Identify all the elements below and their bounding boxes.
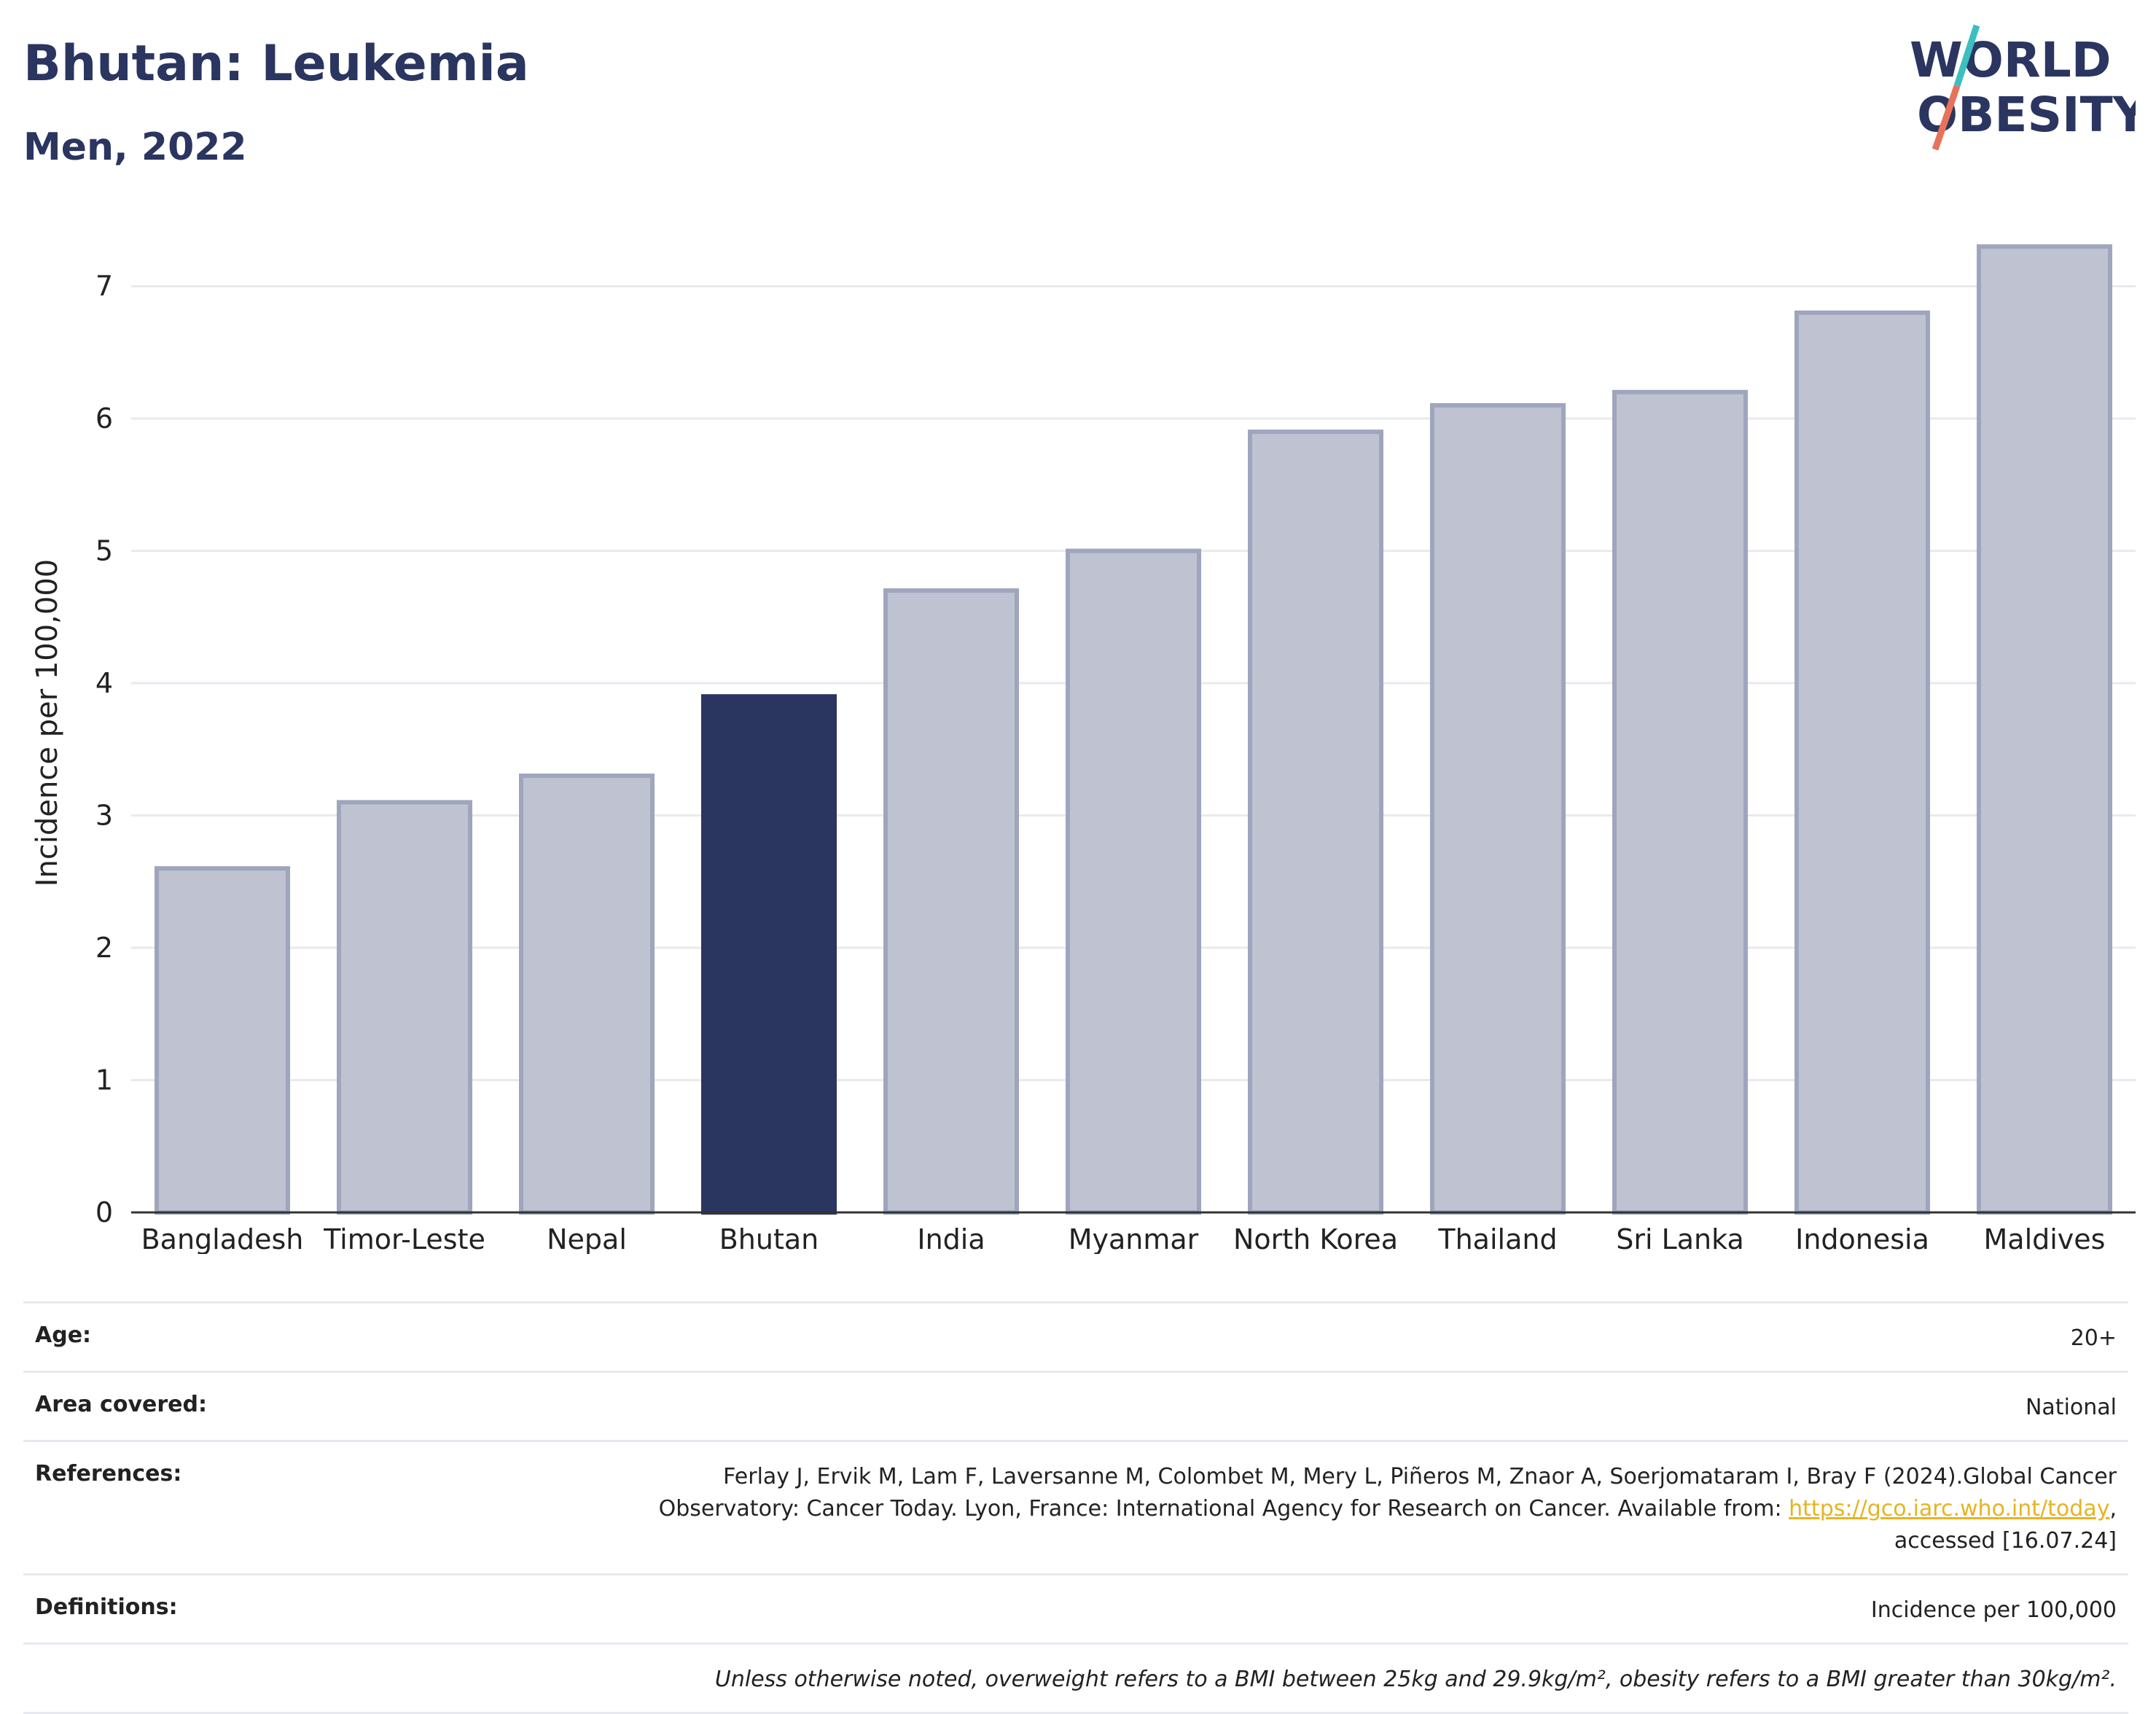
- reference-text: Ferlay J, Ervik M, Lam F, Laversanne M, …: [658, 1464, 2117, 1522]
- x-category-label: Bangladesh: [141, 1223, 304, 1254]
- bars: [155, 244, 2112, 1215]
- reference-link[interactable]: https://gco.iarc.who.int/today: [1789, 1496, 2110, 1522]
- meta-row-note: Unless otherwise noted, overweight refer…: [23, 1643, 2128, 1714]
- meta-key-age: Age:: [35, 1322, 92, 1348]
- x-category-label: Sri Lanka: [1616, 1223, 1744, 1254]
- bar-india: [883, 588, 1019, 1215]
- logo-line1: WORLD: [1910, 32, 2112, 88]
- chart-subtitle: Men, 2022: [23, 125, 247, 169]
- y-tick-label: 7: [95, 270, 113, 303]
- x-category-label: Maldives: [1984, 1223, 2106, 1254]
- bar-north-korea: [1248, 429, 1383, 1215]
- meta-row-references: References: Ferlay J, Ervik M, Lam F, La…: [23, 1440, 2128, 1573]
- bar-indonesia: [1794, 310, 1930, 1215]
- metadata-table: Age: 20+ Area covered: National Referenc…: [23, 1301, 2128, 1714]
- meta-key-area: Area covered:: [35, 1392, 207, 1417]
- x-category-label: Thailand: [1437, 1223, 1557, 1254]
- y-tick-label: 3: [95, 800, 113, 832]
- bar-thailand: [1430, 402, 1566, 1215]
- meta-row-area: Area covered: National: [23, 1371, 2128, 1440]
- meta-value-age: 20+: [2070, 1325, 2117, 1351]
- bar-sri-lanka: [1612, 389, 1748, 1215]
- x-category-label: Timor-Leste: [323, 1223, 485, 1254]
- y-tick-labels: 0 1 2 3 4 5 6 7: [95, 270, 113, 1228]
- y-tick-label: 0: [95, 1196, 113, 1228]
- logo-slash-bottom: [1932, 85, 1961, 151]
- bar-chart: 0 1 2 3 4 5 6 7 Bangladesh Timor-Leste Nepal Bhuta…: [31, 244, 2136, 1254]
- x-category-label: Bhutan: [719, 1223, 819, 1254]
- bar-timor-leste: [337, 800, 472, 1215]
- x-category-labels: Bangladesh Timor-Leste Nepal Bhutan India Mya…: [141, 1223, 2106, 1254]
- y-tick-label: 5: [95, 535, 113, 567]
- y-tick-label: 2: [95, 932, 113, 964]
- bmi-note: Unless otherwise noted, overweight refer…: [714, 1667, 2117, 1692]
- x-category-label: Indonesia: [1795, 1223, 1929, 1254]
- meta-value-references: Ferlay J, Ervik M, Lam F, Laversanne M, …: [586, 1461, 2117, 1557]
- y-axis-title: Incidence per 100,000: [31, 559, 64, 887]
- meta-value-area: National: [2025, 1395, 2117, 1420]
- meta-value-definitions: Incidence per 100,000: [1870, 1597, 2117, 1623]
- meta-key-definitions: Definitions:: [35, 1594, 178, 1620]
- x-category-label: Myanmar: [1069, 1223, 1199, 1254]
- reference-accessed: , accessed [16.07.24]: [1894, 1496, 2117, 1554]
- bar-bangladesh: [155, 866, 290, 1215]
- logo-slash-top: [1953, 24, 1980, 87]
- y-tick-label: 1: [95, 1064, 113, 1096]
- bar-myanmar: [1066, 548, 1201, 1215]
- y-tick-label: 6: [95, 402, 113, 435]
- bar-bhutan: [701, 694, 837, 1215]
- x-category-label: North Korea: [1233, 1223, 1398, 1254]
- chart-title: Bhutan: Leukemia: [23, 35, 529, 93]
- y-tick-label: 4: [95, 667, 113, 699]
- meta-row-definitions: Definitions: Incidence per 100,000: [23, 1573, 2128, 1643]
- x-category-label: India: [917, 1223, 985, 1254]
- bar-maldives: [1977, 244, 2112, 1215]
- meta-row-age: Age: 20+: [23, 1301, 2128, 1371]
- x-category-label: Nepal: [547, 1223, 627, 1254]
- world-obesity-logo: WORLD OBESITY: [1910, 24, 2136, 151]
- meta-key-references: References:: [35, 1461, 182, 1487]
- bar-nepal: [519, 774, 655, 1215]
